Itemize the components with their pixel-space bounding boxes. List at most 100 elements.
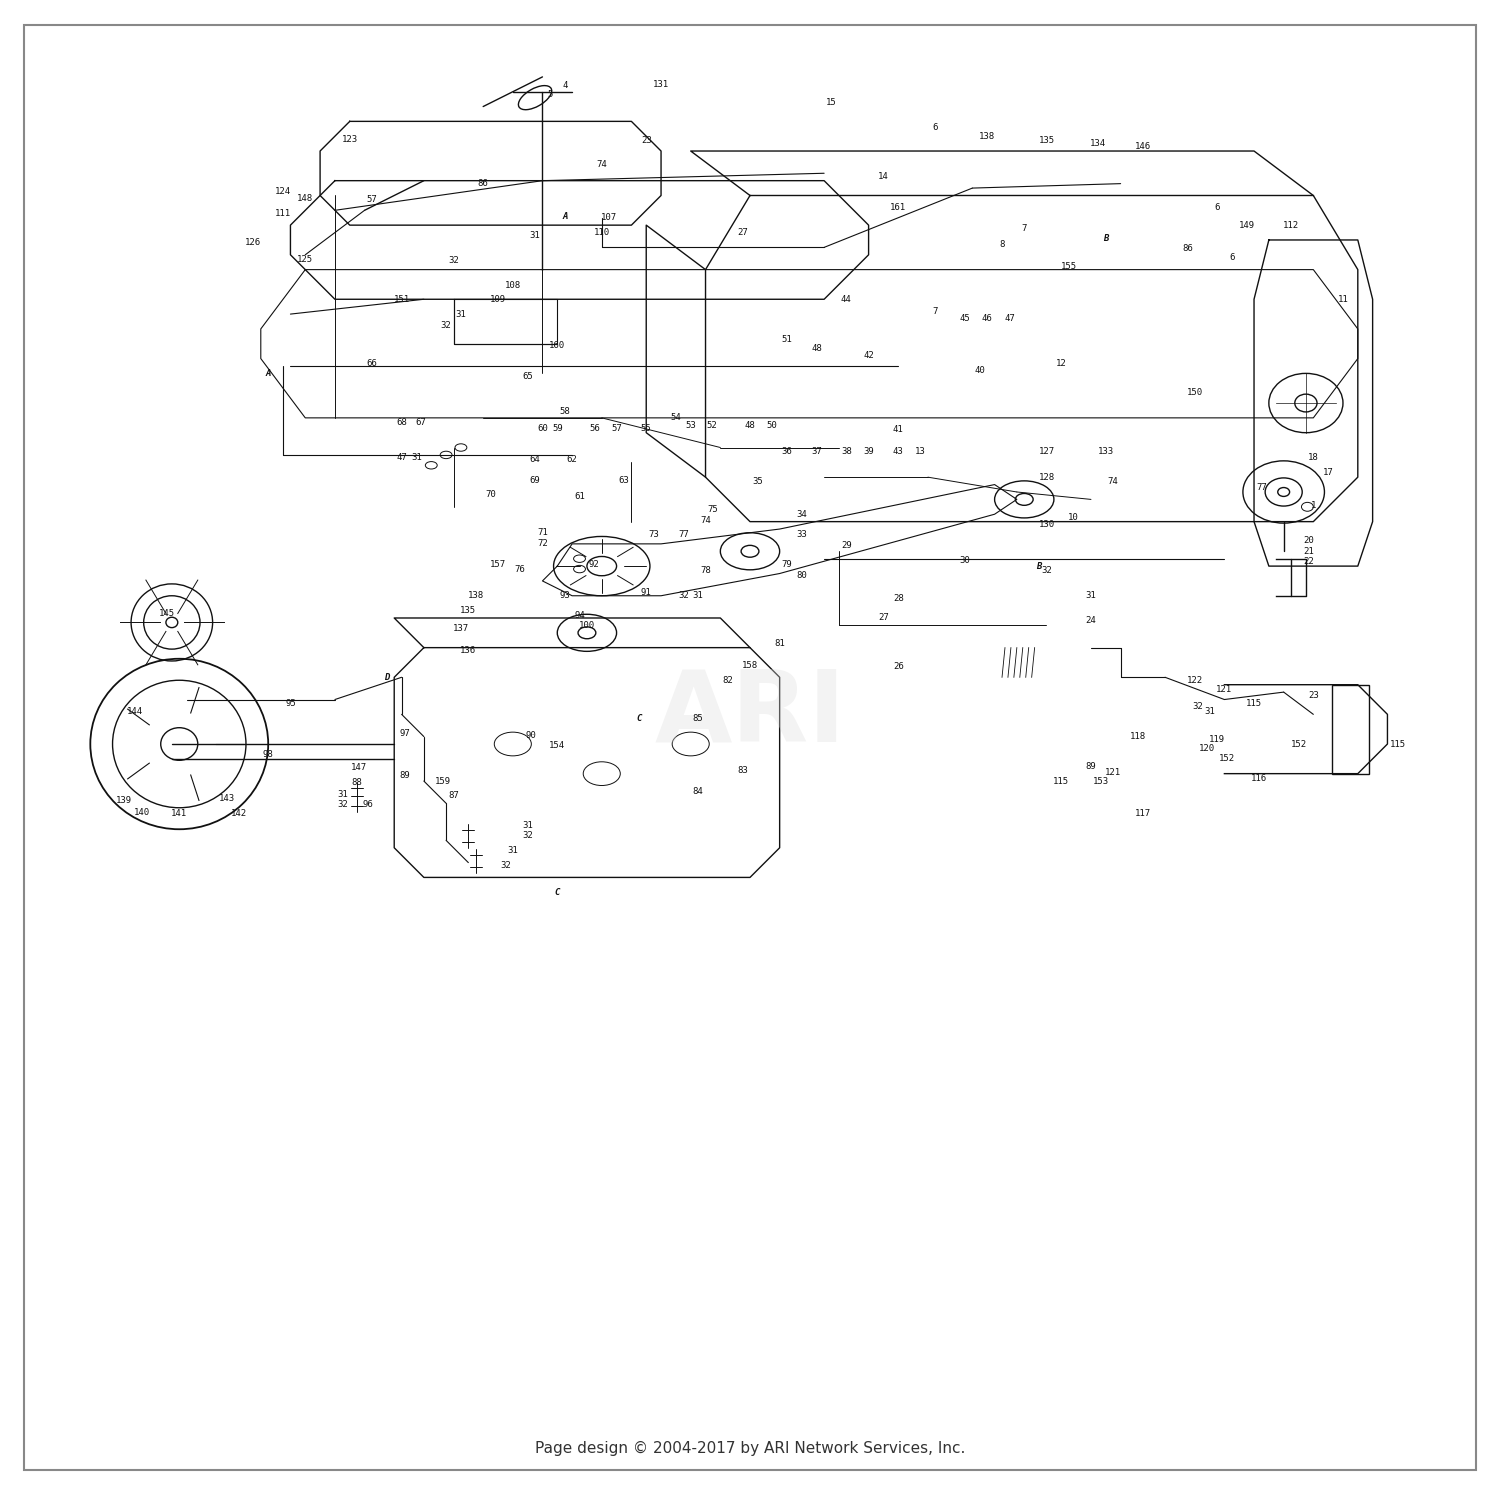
Text: 83: 83 <box>736 766 748 775</box>
Text: 143: 143 <box>219 795 236 804</box>
Text: 10: 10 <box>1068 513 1078 522</box>
Text: 121: 121 <box>1106 768 1122 777</box>
Text: 115: 115 <box>1390 740 1406 748</box>
Text: 52: 52 <box>706 421 717 430</box>
Text: B: B <box>1102 234 1108 243</box>
Text: 35: 35 <box>752 478 764 487</box>
Text: 8: 8 <box>999 240 1005 248</box>
Text: 14: 14 <box>878 171 890 180</box>
Text: 144: 144 <box>126 707 142 716</box>
Text: 32: 32 <box>338 801 348 809</box>
Text: 59: 59 <box>552 424 562 433</box>
Text: 149: 149 <box>1239 220 1254 229</box>
Text: 108: 108 <box>504 281 520 290</box>
Text: 115: 115 <box>1246 699 1262 708</box>
Text: C: C <box>636 714 642 723</box>
Text: 54: 54 <box>670 414 681 423</box>
Text: 15: 15 <box>827 98 837 107</box>
Text: 32: 32 <box>1041 565 1052 574</box>
Text: 161: 161 <box>890 202 906 211</box>
Text: 34: 34 <box>796 510 807 519</box>
Text: 31: 31 <box>530 231 540 240</box>
Text: 6: 6 <box>1215 202 1219 211</box>
Text: 80: 80 <box>796 570 807 579</box>
Text: 27: 27 <box>878 613 890 622</box>
Text: 41: 41 <box>892 426 903 434</box>
Text: 32: 32 <box>1192 702 1203 711</box>
Text: 97: 97 <box>399 729 410 738</box>
Text: 6: 6 <box>933 124 938 132</box>
Text: 150: 150 <box>1186 388 1203 397</box>
Text: 125: 125 <box>297 254 314 263</box>
Text: 51: 51 <box>782 335 792 344</box>
Text: 50: 50 <box>766 421 777 430</box>
Text: 73: 73 <box>648 531 658 540</box>
Text: 57: 57 <box>610 424 622 433</box>
Text: 23: 23 <box>1308 690 1318 699</box>
Text: 126: 126 <box>246 238 261 247</box>
Text: 37: 37 <box>812 448 822 457</box>
Text: 81: 81 <box>774 638 784 647</box>
Text: 153: 153 <box>1094 777 1110 786</box>
Text: 89: 89 <box>1086 762 1096 771</box>
Text: 1: 1 <box>1311 501 1316 510</box>
Text: 77: 77 <box>1256 484 1268 493</box>
Text: 27: 27 <box>736 228 748 237</box>
Text: 47: 47 <box>396 454 406 463</box>
Text: 112: 112 <box>1282 220 1299 229</box>
Text: 12: 12 <box>1056 359 1066 368</box>
Text: 5: 5 <box>548 91 552 100</box>
Text: 17: 17 <box>1323 469 1334 478</box>
Text: 86: 86 <box>478 179 489 187</box>
Text: 134: 134 <box>1090 138 1107 149</box>
Text: 158: 158 <box>742 661 758 670</box>
Text: 31: 31 <box>507 847 518 856</box>
Text: D: D <box>384 673 390 682</box>
Text: 36: 36 <box>782 448 792 457</box>
Text: 55: 55 <box>640 424 651 433</box>
Text: C: C <box>555 888 560 897</box>
Text: 32: 32 <box>441 321 452 330</box>
Text: 75: 75 <box>708 506 718 515</box>
Text: 47: 47 <box>1004 314 1016 323</box>
Text: 60: 60 <box>537 424 548 433</box>
Text: 78: 78 <box>700 565 711 574</box>
Text: 130: 130 <box>1038 521 1054 530</box>
Text: 87: 87 <box>448 792 459 801</box>
Text: 151: 151 <box>393 295 410 304</box>
Text: 138: 138 <box>980 132 996 141</box>
Text: 69: 69 <box>530 476 540 485</box>
Text: 48: 48 <box>812 344 822 353</box>
Text: 23: 23 <box>640 135 651 146</box>
Text: 98: 98 <box>262 750 273 759</box>
Text: 30: 30 <box>960 555 970 564</box>
Text: 29: 29 <box>842 540 852 551</box>
Text: 109: 109 <box>490 295 506 304</box>
Text: 93: 93 <box>560 591 570 600</box>
Text: 45: 45 <box>960 314 970 323</box>
Text: 85: 85 <box>693 714 703 723</box>
Text: 135: 135 <box>1038 135 1054 146</box>
Text: 141: 141 <box>171 809 188 818</box>
Text: 79: 79 <box>782 559 792 568</box>
Text: 31: 31 <box>1086 591 1096 600</box>
Text: 74: 74 <box>597 159 608 168</box>
Text: 145: 145 <box>159 609 176 618</box>
Text: 135: 135 <box>460 606 477 615</box>
Text: 122: 122 <box>1186 676 1203 684</box>
Text: 32: 32 <box>522 832 532 841</box>
Text: 31: 31 <box>456 310 466 318</box>
Text: ARI: ARI <box>654 665 846 763</box>
Text: 88: 88 <box>352 778 363 787</box>
Text: 11: 11 <box>1338 295 1348 304</box>
Text: 142: 142 <box>231 809 246 818</box>
Text: 31: 31 <box>693 591 703 600</box>
Text: 40: 40 <box>975 366 986 375</box>
Text: 32: 32 <box>500 862 512 870</box>
Text: 22: 22 <box>1304 557 1314 565</box>
Text: 118: 118 <box>1131 732 1146 741</box>
Text: 70: 70 <box>484 491 496 500</box>
Text: 157: 157 <box>490 559 506 568</box>
Text: 155: 155 <box>1060 262 1077 271</box>
Text: 46: 46 <box>982 314 993 323</box>
